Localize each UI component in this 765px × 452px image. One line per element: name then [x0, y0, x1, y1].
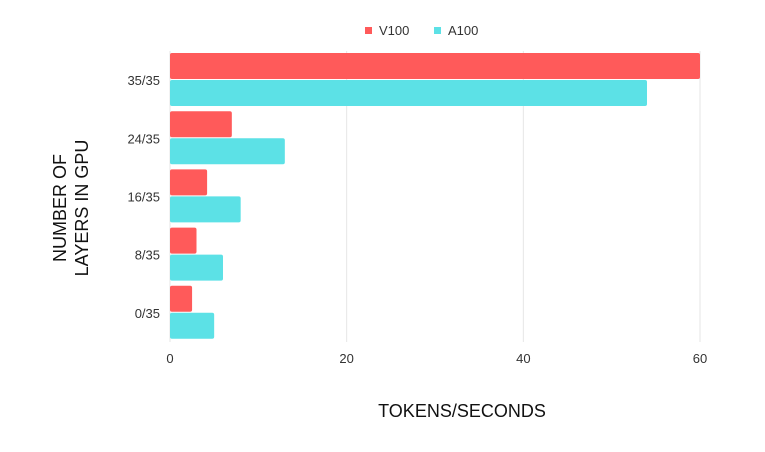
x-tick-labels: 0 20 40 60 — [166, 351, 707, 366]
legend-swatch-a100 — [434, 27, 441, 34]
y-tick-label: 0/35 — [135, 306, 160, 321]
y-axis-title-line-1: NUMBER OF — [50, 154, 70, 262]
y-tick-label: 16/35 — [127, 190, 160, 205]
legend-swatch-v100 — [365, 27, 372, 34]
x-tick-label: 0 — [166, 351, 173, 366]
bar-a100-8-35 — [170, 254, 223, 281]
y-axis-title: NUMBER OF LAYERS IN GPU — [50, 140, 92, 277]
bar-a100-35-35 — [170, 80, 647, 106]
bar-v100-16-35 — [170, 169, 208, 196]
legend-label-a100: A100 — [448, 23, 478, 38]
bar-v100-8-35 — [170, 227, 197, 254]
x-tick-label: 20 — [339, 351, 353, 366]
y-tick-label: 8/35 — [135, 248, 160, 263]
legend: V100 A100 — [365, 23, 478, 38]
y-tick-labels: 35/35 24/35 16/35 8/35 0/35 — [127, 73, 160, 321]
bar-a100-0-35 — [170, 312, 215, 339]
y-axis-title-line-2: LAYERS IN GPU — [72, 140, 92, 277]
bars — [170, 53, 700, 339]
x-tick-label: 60 — [693, 351, 707, 366]
bar-v100-24-35 — [170, 111, 232, 138]
y-tick-label: 35/35 — [127, 73, 160, 88]
bar-a100-16-35 — [170, 196, 241, 223]
y-tick-label: 24/35 — [127, 131, 160, 146]
x-tick-label: 40 — [516, 351, 530, 366]
legend-label-v100: V100 — [379, 23, 409, 38]
bar-v100-0-35 — [170, 285, 193, 312]
bar-a100-24-35 — [170, 138, 285, 165]
x-axis-title: TOKENS/SECONDS — [378, 401, 546, 421]
bar-v100-35-35 — [170, 53, 700, 79]
